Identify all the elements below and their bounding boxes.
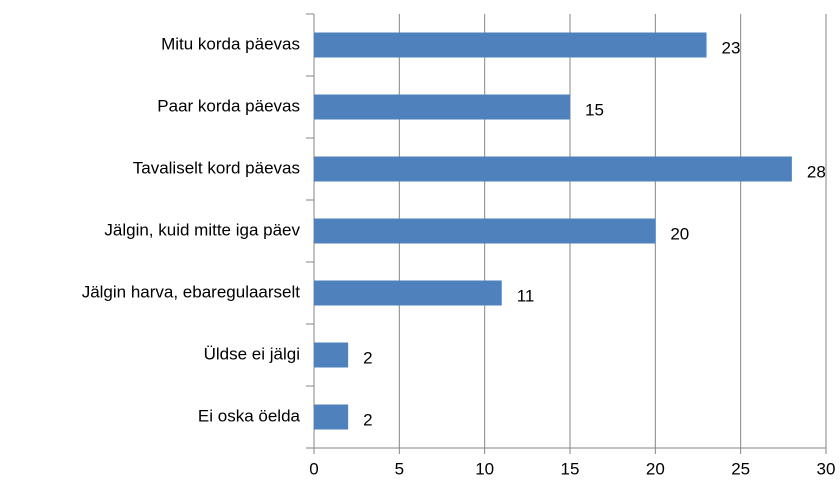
bar bbox=[314, 404, 349, 430]
x-tick-label: 25 bbox=[731, 459, 750, 478]
bar bbox=[314, 218, 656, 244]
y-tick-label: Jälgin, kuid mitte iga päev bbox=[104, 220, 300, 239]
data-label: 28 bbox=[807, 162, 826, 181]
x-tick-label: 5 bbox=[395, 459, 404, 478]
bar bbox=[314, 156, 792, 182]
y-tick-label: Tavaliselt kord päevas bbox=[133, 158, 300, 177]
y-tick-label: Paar korda päevas bbox=[157, 96, 300, 115]
data-label: 2 bbox=[363, 410, 372, 429]
x-tick-label: 30 bbox=[817, 459, 836, 478]
x-tick-label: 15 bbox=[561, 459, 580, 478]
y-tick-label: Jälgin harva, ebaregulaarselt bbox=[82, 282, 301, 301]
bar bbox=[314, 342, 349, 368]
y-tick-label: Mitu korda päevas bbox=[161, 34, 300, 53]
x-tick-label: 0 bbox=[309, 459, 318, 478]
bar bbox=[314, 280, 502, 306]
bar bbox=[314, 94, 570, 120]
y-tick-label: Ei oska öelda bbox=[198, 406, 301, 425]
x-tick-label: 10 bbox=[475, 459, 494, 478]
bar bbox=[314, 32, 707, 58]
data-label: 20 bbox=[670, 224, 689, 243]
data-label: 11 bbox=[517, 286, 535, 305]
data-label: 23 bbox=[722, 38, 741, 57]
data-label: 15 bbox=[585, 100, 604, 119]
data-label: 2 bbox=[363, 348, 372, 367]
x-tick-label: 20 bbox=[646, 459, 665, 478]
y-tick-label: Üldse ei jälgi bbox=[204, 344, 300, 363]
